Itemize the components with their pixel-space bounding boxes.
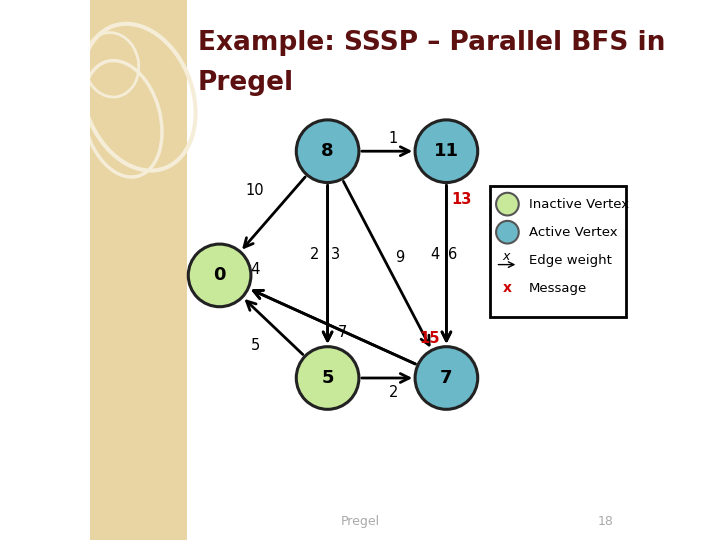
Text: 14: 14 bbox=[218, 264, 238, 279]
Text: Message: Message bbox=[529, 282, 588, 295]
Text: 2: 2 bbox=[389, 384, 398, 400]
Text: 14: 14 bbox=[243, 262, 261, 278]
Text: 5: 5 bbox=[321, 369, 334, 387]
Text: Pregel: Pregel bbox=[341, 515, 379, 528]
Circle shape bbox=[189, 244, 251, 307]
Text: 11: 11 bbox=[434, 142, 459, 160]
Text: 13: 13 bbox=[451, 192, 472, 207]
Text: 9: 9 bbox=[395, 249, 405, 265]
Bar bbox=[90, 0, 187, 540]
Text: 1: 1 bbox=[389, 131, 398, 146]
Text: 0: 0 bbox=[213, 266, 226, 285]
Text: 4: 4 bbox=[430, 247, 439, 262]
Text: 18: 18 bbox=[598, 515, 613, 528]
Text: Inactive Vertex: Inactive Vertex bbox=[529, 198, 629, 211]
Text: 5: 5 bbox=[251, 338, 260, 353]
Text: 8: 8 bbox=[321, 142, 334, 160]
Text: x: x bbox=[503, 281, 512, 295]
Text: 2: 2 bbox=[310, 247, 319, 262]
Text: 15: 15 bbox=[419, 331, 439, 346]
Text: 10: 10 bbox=[246, 183, 264, 198]
Circle shape bbox=[496, 221, 518, 244]
Circle shape bbox=[496, 193, 518, 215]
Text: 7: 7 bbox=[440, 369, 453, 387]
Circle shape bbox=[297, 347, 359, 409]
Circle shape bbox=[415, 347, 478, 409]
Text: Active Vertex: Active Vertex bbox=[529, 226, 618, 239]
Text: 6: 6 bbox=[449, 247, 457, 262]
Text: Pregel: Pregel bbox=[198, 70, 294, 96]
Text: x: x bbox=[503, 250, 510, 263]
FancyBboxPatch shape bbox=[490, 186, 626, 317]
Text: Edge weight: Edge weight bbox=[529, 254, 612, 267]
Circle shape bbox=[297, 120, 359, 183]
Text: 9: 9 bbox=[426, 127, 436, 143]
Text: 7: 7 bbox=[338, 325, 348, 340]
Circle shape bbox=[415, 120, 478, 183]
Text: Example: SSSP – Parallel BFS in: Example: SSSP – Parallel BFS in bbox=[198, 30, 665, 56]
Text: 3: 3 bbox=[331, 247, 341, 262]
